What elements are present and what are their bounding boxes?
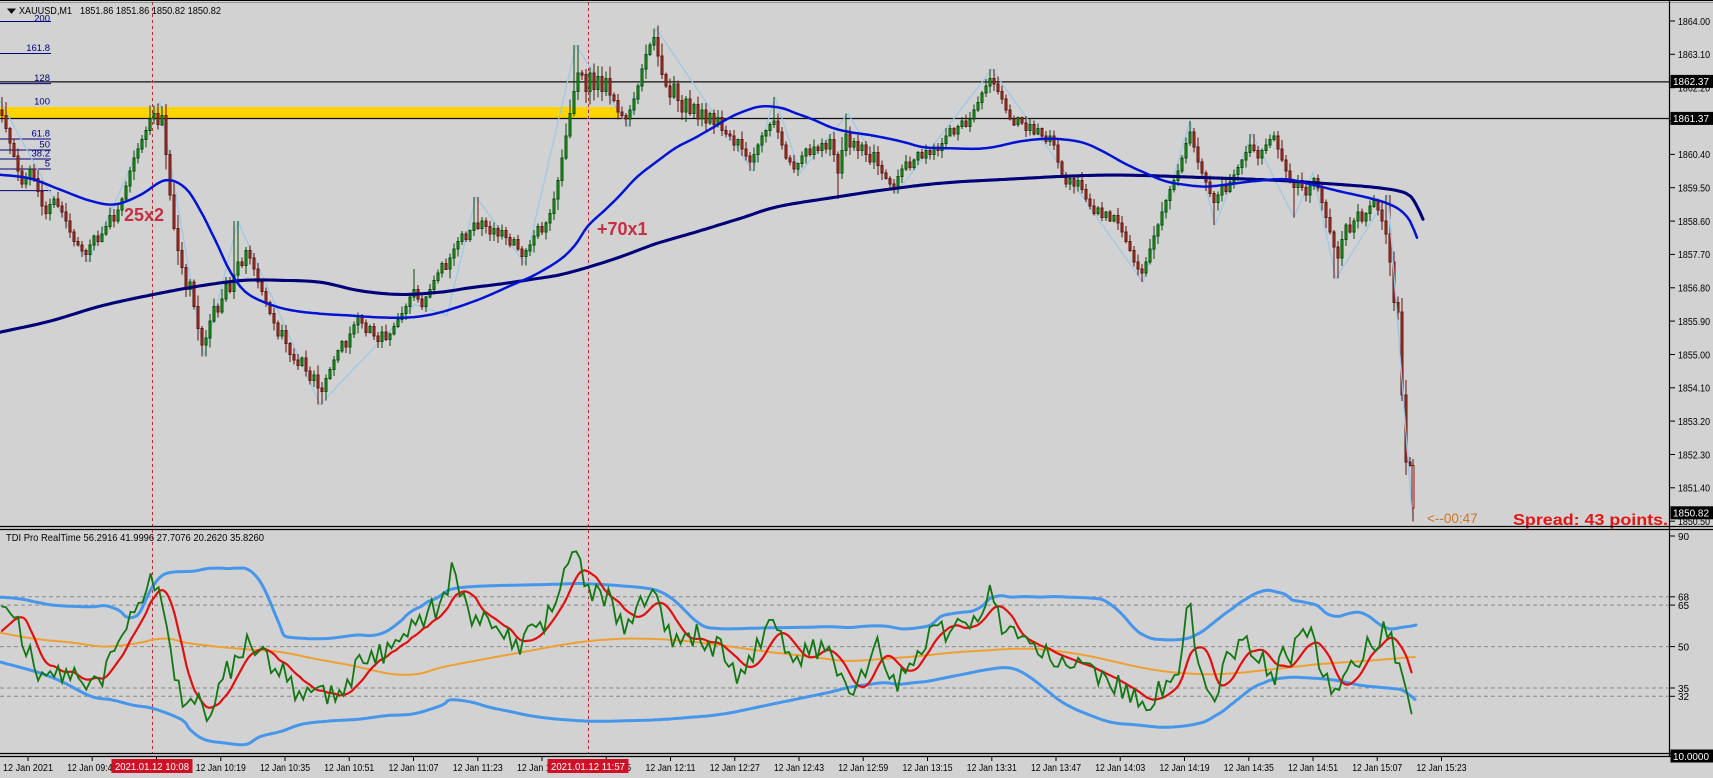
svg-text:12 Jan 2021: 12 Jan 2021 [3,762,53,774]
svg-text:200: 200 [34,14,50,25]
svg-text:68: 68 [1678,593,1690,604]
svg-text:1861.37: 1861.37 [1673,114,1709,125]
svg-text:12 Jan 15:07: 12 Jan 15:07 [1352,762,1402,774]
svg-text:12 Jan 09:47: 12 Jan 09:47 [67,762,117,774]
svg-text:12 Jan 14:19: 12 Jan 14:19 [1160,762,1210,774]
svg-text:1850.82: 1850.82 [1673,509,1709,520]
svg-text:128: 128 [34,73,50,84]
svg-text:1854.10: 1854.10 [1678,384,1710,395]
svg-text:12 Jan 14:51: 12 Jan 14:51 [1288,762,1338,774]
svg-text:65: 65 [1678,601,1690,612]
svg-text:1859.50: 1859.50 [1678,184,1710,195]
svg-text:32: 32 [1678,692,1690,703]
svg-text:50: 50 [39,140,50,151]
svg-text:12 Jan 12:11: 12 Jan 12:11 [646,762,696,774]
svg-text:12 Jan 10:51: 12 Jan 10:51 [324,762,374,774]
svg-text:1858.60: 1858.60 [1678,217,1710,228]
svg-text:12 Jan 10:19: 12 Jan 10:19 [196,762,246,774]
svg-text:1855.00: 1855.00 [1678,350,1710,361]
svg-text:12 Jan 13:47: 12 Jan 13:47 [1031,762,1081,774]
svg-text:12 Jan 13:15: 12 Jan 13:15 [903,762,953,774]
svg-text:2021.01.12 10:08: 2021.01.12 10:08 [115,761,189,773]
svg-text:1863.10: 1863.10 [1678,50,1710,61]
svg-text:161.8: 161.8 [26,43,50,54]
svg-text:1862.37: 1862.37 [1673,77,1709,88]
svg-text:61.8: 61.8 [32,129,51,140]
svg-text:100: 100 [34,97,50,108]
svg-text:12 Jan 12:43: 12 Jan 12:43 [774,762,824,774]
svg-text:12 Jan 11:07: 12 Jan 11:07 [389,762,439,774]
svg-text:1862.20: 1862.20 [1678,84,1710,95]
svg-text:1860.40: 1860.40 [1678,150,1710,161]
svg-text:25x2: 25x2 [124,205,164,225]
svg-text:1850.50: 1850.50 [1678,517,1710,528]
svg-text:1852.30: 1852.30 [1678,450,1710,461]
svg-text:1864.00: 1864.00 [1678,17,1710,28]
svg-text:1851.86 1851.86 1850.82 1850.8: 1851.86 1851.86 1850.82 1850.82 [80,5,221,17]
svg-text:10.0000: 10.0000 [1673,752,1709,763]
svg-text:2021.01.12 11:57: 2021.01.12 11:57 [551,761,625,773]
svg-text:50: 50 [1678,642,1690,653]
svg-text:Spread: 43 points.: Spread: 43 points. [1513,512,1668,529]
svg-text:12 Jan 13:31: 12 Jan 13:31 [967,762,1017,774]
svg-text:12 Jan 12:59: 12 Jan 12:59 [838,762,888,774]
svg-text:1855.90: 1855.90 [1678,317,1710,328]
svg-text:1853.20: 1853.20 [1678,417,1710,428]
svg-text:35: 35 [1678,684,1690,695]
svg-text:12 Jan 15:23: 12 Jan 15:23 [1417,762,1467,774]
svg-text:12 Jan 11:23: 12 Jan 11:23 [453,762,503,774]
svg-text:12 Jan 10:35: 12 Jan 10:35 [260,762,310,774]
svg-text:1851.40: 1851.40 [1678,484,1710,495]
svg-text:<--00:47: <--00:47 [1427,511,1478,526]
svg-text:12 Jan 12:27: 12 Jan 12:27 [710,762,760,774]
svg-text:TDI Pro RealTime 56.2916 41.99: TDI Pro RealTime 56.2916 41.9996 27.7076… [6,532,264,544]
svg-text:+70x1: +70x1 [597,219,648,239]
svg-text:5: 5 [45,159,50,170]
svg-text:1856.80: 1856.80 [1678,284,1710,295]
svg-text:12 Jan 14:35: 12 Jan 14:35 [1224,762,1274,774]
svg-text:90: 90 [1678,532,1690,543]
svg-text:12 Jan 14:03: 12 Jan 14:03 [1095,762,1145,774]
svg-text:38.2: 38.2 [32,149,51,160]
svg-text:XAUUSD,M1: XAUUSD,M1 [19,5,72,17]
svg-text:1857.70: 1857.70 [1678,250,1710,261]
